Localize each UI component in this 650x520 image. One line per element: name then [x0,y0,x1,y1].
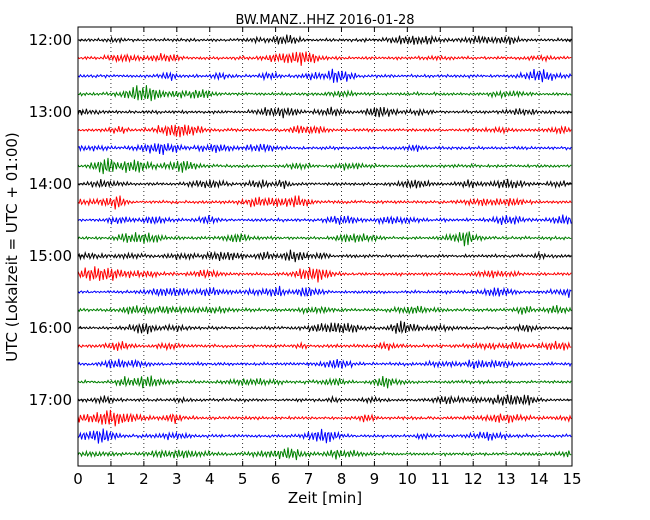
trace-row [77,106,572,119]
x-axis: 0 1 2 3 4 5 6 7 8 9 10 11 12 13 14 15 [73,27,582,488]
y-tick-label: 15:00 [29,247,72,265]
trace-row [77,358,572,370]
y-tick-label: 17:00 [29,391,72,409]
trace-row [77,249,572,263]
x-tick-label: 11 [431,470,450,488]
x-tick-label: 6 [271,470,281,488]
trace-row [77,124,572,138]
trace-row [77,375,572,389]
chart-title: BW.MANZ..HHZ 2016-01-28 [235,13,414,28]
trace-row [77,68,572,83]
x-tick-label: 0 [73,470,83,488]
trace-row [77,340,572,352]
trace-row [77,266,572,283]
y-axis: 12:00 13:00 14:00 15:00 16:00 17:00 [29,31,572,409]
trace-row [77,447,572,461]
x-tick-label: 10 [398,470,417,488]
y-tick-label: 14:00 [29,175,72,193]
y-tick-label: 13:00 [29,103,72,121]
x-tick-label: 4 [205,470,215,488]
y-tick-label: 12:00 [29,31,72,49]
trace-row [77,394,572,406]
trace-row [77,231,572,247]
x-tick-label: 12 [464,470,483,488]
trace-row [77,428,572,444]
trace-row [77,178,572,190]
y-tick-label: 16:00 [29,319,72,337]
x-tick-label: 5 [238,470,248,488]
x-tick-label: 13 [497,470,516,488]
trace-row [77,320,572,335]
x-axis-label: Zeit [min] [288,489,362,507]
trace-row [77,85,572,102]
trace-row [77,285,572,298]
x-tick-label: 9 [370,470,380,488]
trace-row [77,409,572,427]
trace-row [77,51,572,66]
trace-row [77,157,572,175]
trace-row [77,214,572,226]
x-tick-label: 8 [337,470,347,488]
seismogram-traces [77,34,572,461]
plot-frame [77,26,573,467]
trace-row [77,143,572,155]
x-tick-label: 15 [562,470,581,488]
x-tick-label: 1 [106,470,116,488]
trace-row [77,34,572,46]
trace-row [77,304,572,316]
x-tick-label: 7 [304,470,314,488]
trace-row [77,195,572,210]
x-tick-label: 2 [139,470,149,488]
x-tick-label: 3 [172,470,182,488]
x-tick-label: 14 [530,470,549,488]
y-axis-label: UTC (Lokalzeit = UTC + 01:00) [3,132,21,362]
